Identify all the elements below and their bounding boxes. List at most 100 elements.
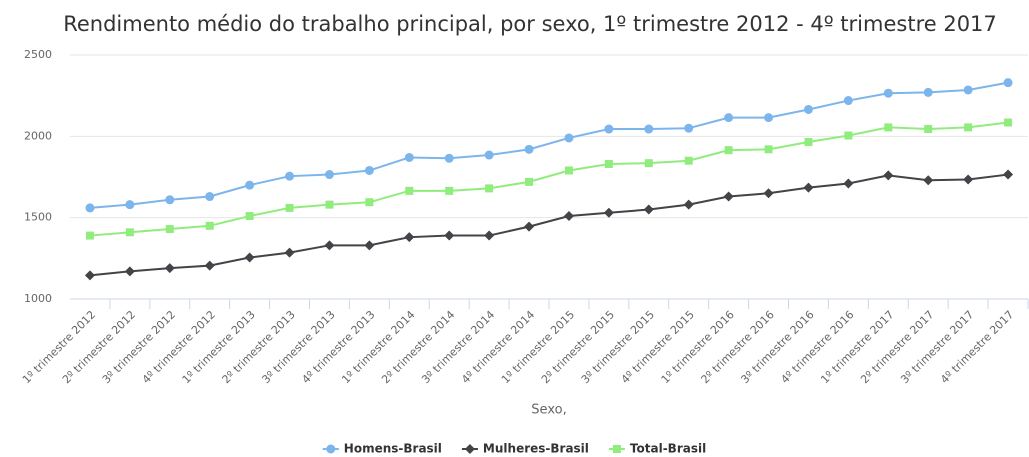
legend-item: Total-Brasil (608, 442, 706, 456)
data-point (85, 203, 95, 213)
legend-item: Homens-Brasil (322, 442, 442, 456)
x-tick-label: 3º trimestre 2013 (259, 308, 337, 386)
data-point (324, 240, 335, 251)
x-tick-label: 1º trimestre 2015 (499, 308, 577, 386)
data-point (165, 195, 175, 205)
data-point (963, 174, 974, 185)
data-point (564, 166, 573, 175)
data-point (1003, 169, 1014, 180)
data-point (324, 170, 334, 180)
y-tick-label: 1500 (24, 211, 52, 224)
data-point (684, 123, 694, 133)
data-point (843, 96, 853, 106)
data-point (644, 124, 654, 134)
data-point (525, 177, 534, 186)
x-tick-label: 1º trimestre 2014 (339, 308, 417, 386)
data-point (484, 230, 495, 241)
x-tick-label: 2º trimestre 2014 (379, 308, 457, 386)
data-point (923, 175, 934, 186)
x-tick-label: 4º trimestre 2015 (619, 308, 697, 386)
data-point (644, 159, 653, 168)
data-point (165, 225, 174, 234)
x-tick-label: 3º trimestre 2014 (419, 308, 497, 386)
data-point (484, 150, 494, 160)
data-point (844, 131, 853, 140)
data-point (124, 266, 135, 277)
data-point (85, 231, 94, 240)
series-line (89, 173, 1009, 277)
legend: Homens-Brasil Mulheres-Brasil Total-Brasil (322, 442, 706, 456)
x-tick-label: 3º trimestre 2016 (738, 308, 816, 386)
data-point (843, 178, 854, 189)
legend-marker (326, 444, 336, 454)
data-point (603, 207, 614, 218)
data-point (524, 221, 535, 232)
x-tick-label: 2º trimestre 2017 (858, 308, 936, 386)
data-point (485, 184, 494, 193)
x-tick-label: 2º trimestre 2012 (60, 308, 138, 386)
data-point (764, 145, 773, 154)
data-point (444, 230, 455, 241)
x-tick-label: 4º trimestre 2017 (938, 308, 1016, 386)
data-point (444, 153, 454, 163)
data-point (405, 186, 414, 195)
y-tick-label: 1000 (24, 292, 52, 305)
legend-label: Homens-Brasil (344, 442, 442, 456)
x-tick-label: 4º trimestre 2014 (459, 308, 537, 386)
data-point (724, 113, 734, 123)
data-point (325, 200, 334, 209)
data-point (364, 240, 375, 251)
data-point (1003, 78, 1013, 88)
data-point (204, 260, 215, 271)
data-point (604, 124, 614, 134)
data-point (364, 165, 374, 175)
data-point (125, 228, 134, 237)
x-tick-label: 1º trimestre 2017 (818, 308, 896, 386)
data-point (164, 263, 175, 274)
data-point (804, 138, 813, 147)
y-tick-label: 2500 (24, 48, 52, 61)
data-point (923, 87, 933, 97)
data-point (84, 270, 95, 281)
data-point (564, 133, 574, 143)
chart-title: Rendimento médio do trabalho principal, … (63, 12, 997, 36)
data-point (245, 180, 255, 190)
data-point (245, 212, 254, 221)
data-point (723, 191, 734, 202)
data-point (604, 159, 613, 168)
data-point (683, 199, 694, 210)
data-point (763, 188, 774, 199)
legend-label: Total-Brasil (630, 442, 706, 456)
data-point (404, 152, 414, 162)
data-point (125, 200, 135, 210)
data-point (365, 198, 374, 207)
data-point (445, 186, 454, 195)
data-point (524, 144, 534, 154)
data-point (404, 232, 415, 243)
x-tick-label: 1º trimestre 2016 (659, 308, 737, 386)
data-point (684, 156, 693, 165)
y-tick-label: 2000 (24, 129, 52, 142)
data-point (285, 171, 295, 181)
x-tick-label: 1º trimestre 2012 (20, 308, 98, 386)
legend-marker (612, 445, 621, 453)
data-point (803, 182, 814, 193)
data-point (1004, 118, 1013, 127)
data-point (244, 252, 255, 263)
data-point (643, 204, 654, 215)
x-tick-label: 4º trimestre 2016 (778, 308, 856, 386)
x-tick-label: 2º trimestre 2015 (539, 308, 617, 386)
x-tick-label: 4º trimestre 2012 (140, 308, 218, 386)
legend-label: Mulheres-Brasil (483, 442, 589, 456)
x-axis-label: Sexo, (531, 403, 566, 418)
data-point (285, 203, 294, 212)
data-point (205, 192, 215, 202)
legend-item: Mulheres-Brasil (461, 442, 589, 456)
x-tick-label: 1º trimestre 2013 (180, 308, 258, 386)
data-point (563, 211, 574, 222)
data-point (884, 123, 893, 132)
series-line (89, 81, 1009, 209)
data-point (964, 123, 973, 132)
x-tick-label: 3º trimestre 2015 (579, 308, 657, 386)
